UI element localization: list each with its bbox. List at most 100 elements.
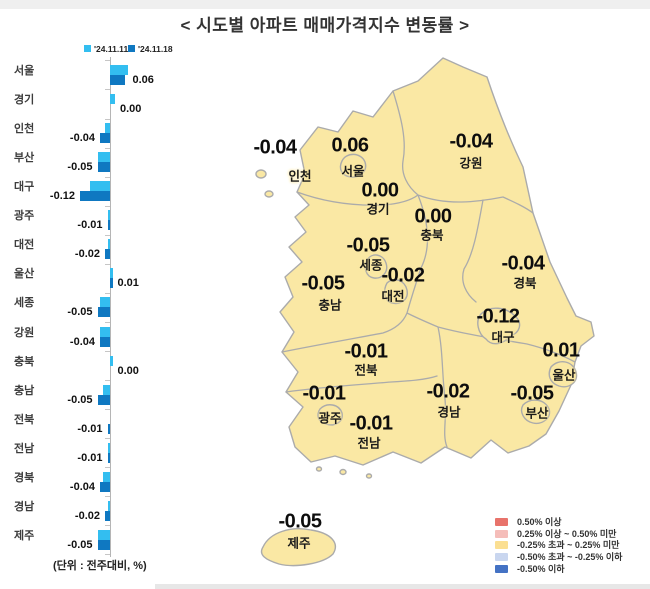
bar-curr-대전 (105, 249, 110, 260)
bar-curr-제주 (97, 539, 110, 550)
bar-value-label: 0.06 (132, 74, 154, 86)
bar-value-label: -0.01 (77, 451, 103, 464)
bar-curr-인천 (100, 133, 110, 144)
map-legend-swatch (495, 553, 508, 562)
bar-category-label: 서울 (14, 65, 35, 77)
bar-value-label: -0.01 (77, 422, 103, 435)
bar-category-label: 제주 (14, 529, 35, 542)
axis-tick (105, 176, 110, 178)
bar-prev-광주 (107, 210, 110, 221)
map-province-borders (281, 90, 576, 448)
bar-category-label: 경남 (14, 500, 35, 513)
bar-prev-제주 (97, 529, 110, 540)
bar-curr-세종 (97, 307, 110, 318)
bar-curr-강원 (100, 336, 110, 347)
map-region-name: 대전 (381, 289, 405, 304)
top-divider-strip (0, 0, 650, 9)
bar-prev-대구 (90, 181, 110, 192)
map-region-seoul (339, 153, 367, 178)
axis-tick (105, 292, 110, 294)
axis-tick (105, 205, 110, 207)
bar-category-label: 부산 (14, 152, 35, 165)
bar-value-label: -0.02 (74, 509, 100, 522)
bar-category-label: 전남 (14, 442, 35, 455)
bar-curr-경남 (105, 510, 110, 521)
map-region-daejeon (384, 279, 408, 305)
bottom-divider-strip (155, 584, 650, 589)
bar-category-label: 대구 (14, 181, 35, 194)
bar-value-label: -0.05 (67, 161, 93, 174)
map-legend-swatch (495, 564, 508, 573)
bar-prev-경기 (110, 94, 115, 105)
map-value-label: -0.02 (381, 264, 425, 287)
bar-prev-인천 (105, 123, 110, 134)
map-region-name: 경남 (437, 405, 461, 420)
map-legend-label: -0.25% 초과 ~ 0.25% 미만 (517, 540, 620, 551)
map-region-name: 광주 (318, 411, 342, 426)
legend-swatch-prev (84, 45, 91, 52)
map-legend-label: 0.50% 이상 (517, 517, 562, 527)
korea-map-svg (255, 57, 595, 567)
bar-prev-세종 (100, 297, 110, 308)
bar-category-label: 세종 (14, 297, 35, 310)
bar-category-label: 울산 (14, 268, 35, 281)
map-value-label: -0.05 (278, 510, 322, 533)
bar-category-label: 전북 (14, 413, 35, 426)
map-island (264, 190, 274, 198)
bar-category-label: 강원 (14, 326, 35, 339)
map-legend-label: -0.50% 이하 (517, 563, 565, 574)
map-region-name: 강원 (459, 156, 483, 171)
map-region-name: 서울 (341, 164, 365, 179)
map-island (339, 468, 347, 476)
map-value-label: -0.01 (302, 382, 346, 405)
bar-value-label: -0.04 (69, 480, 95, 493)
axis-tick (105, 496, 110, 498)
map-value-label: -0.05 (346, 234, 390, 257)
map-value-label: -0.01 (349, 412, 393, 435)
bar-prev-충남 (102, 384, 110, 395)
map-region-jeju (260, 528, 337, 567)
map-region-name: 대구 (491, 330, 515, 345)
bar-category-label: 인천 (14, 123, 35, 136)
bar-prev-부산 (97, 152, 110, 163)
map-region-gwangju (317, 404, 343, 426)
axis-tick (105, 554, 110, 556)
map-region-ulsan (548, 361, 578, 388)
map-legend-label: 0.25% 이상 ~ 0.50% 미만 (517, 528, 617, 539)
bar-category-label: 경기 (14, 94, 35, 107)
bar-curr-경북 (100, 481, 110, 492)
axis-tick (105, 467, 110, 469)
bar-curr-광주 (107, 220, 110, 231)
map-island (255, 169, 267, 179)
bar-prev-강원 (100, 326, 110, 337)
bar-value-label: 0.00 (120, 103, 142, 116)
bar-category-label: 충남 (14, 384, 35, 397)
map-legend-swatch (495, 529, 508, 538)
bar-value-label: -0.04 (69, 132, 95, 145)
map-island (315, 466, 323, 472)
axis-tick (105, 409, 110, 411)
bar-value-label: -0.05 (67, 393, 93, 406)
map-value-label: -0.04 (449, 130, 493, 153)
map-region-name: 경북 (513, 276, 537, 291)
bar-value-label: -0.05 (67, 538, 93, 551)
axis-tick (105, 525, 110, 527)
bar-value-label: -0.01 (77, 219, 103, 232)
map-value-label: -0.05 (301, 272, 345, 295)
bar-prev-전남 (107, 442, 110, 453)
bar-value-label: -0.12 (49, 190, 75, 203)
bar-prev-울산 (110, 268, 113, 279)
bar-curr-충남 (97, 394, 110, 405)
legend-swatch-curr (128, 45, 135, 52)
axis-tick (105, 263, 110, 265)
map-region-name: 전남 (357, 436, 381, 451)
axis-tick (105, 234, 110, 236)
map-value-label: -0.04 (501, 252, 545, 275)
map-island (365, 473, 373, 479)
axis-tick (105, 380, 110, 382)
bar-value-label: 0.01 (117, 277, 139, 290)
bar-curr-대구 (80, 191, 110, 202)
map-region-name: 전북 (354, 363, 378, 378)
axis-tick (105, 351, 110, 352)
